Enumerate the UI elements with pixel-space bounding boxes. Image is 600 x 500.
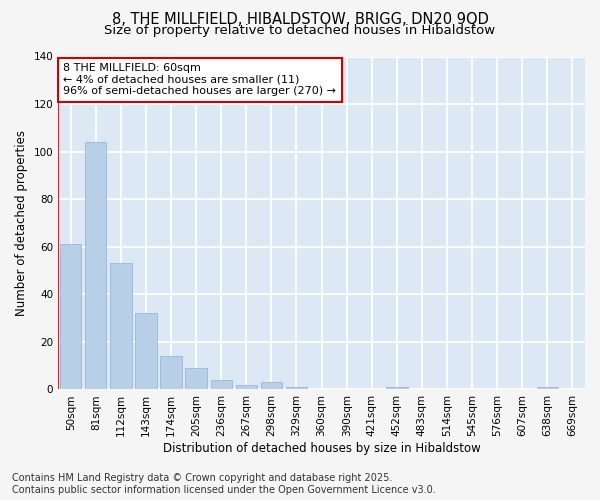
Bar <box>185 368 207 390</box>
Text: 8 THE MILLFIELD: 60sqm
← 4% of detached houses are smaller (11)
96% of semi-deta: 8 THE MILLFIELD: 60sqm ← 4% of detached … <box>64 63 337 96</box>
Bar <box>537 387 558 390</box>
Bar <box>286 387 307 390</box>
Bar <box>160 356 182 390</box>
X-axis label: Distribution of detached houses by size in Hibaldstow: Distribution of detached houses by size … <box>163 442 481 455</box>
Bar <box>261 382 282 390</box>
Text: Contains HM Land Registry data © Crown copyright and database right 2025.
Contai: Contains HM Land Registry data © Crown c… <box>12 474 436 495</box>
Bar <box>386 387 407 390</box>
Bar <box>60 244 82 390</box>
Bar <box>236 384 257 390</box>
Bar <box>211 380 232 390</box>
Text: 8, THE MILLFIELD, HIBALDSTOW, BRIGG, DN20 9QD: 8, THE MILLFIELD, HIBALDSTOW, BRIGG, DN2… <box>112 12 488 28</box>
Bar <box>85 142 106 390</box>
Bar <box>136 314 157 390</box>
Y-axis label: Number of detached properties: Number of detached properties <box>15 130 28 316</box>
Text: Size of property relative to detached houses in Hibaldstow: Size of property relative to detached ho… <box>104 24 496 37</box>
Bar <box>110 264 131 390</box>
